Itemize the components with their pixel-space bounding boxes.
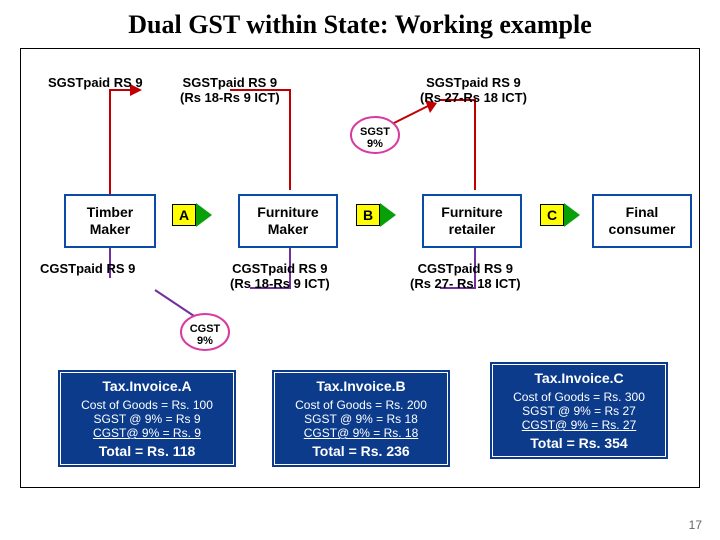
invoice-c-cgst: CGST@ 9% = Rs. 27	[500, 418, 658, 432]
page-title: Dual GST within State: Working example	[0, 0, 720, 40]
tax-invoice-a: Tax.Invoice.A Cost of Goods = Rs. 100 SG…	[58, 370, 236, 467]
sgst-paid-right: SGSTpaid RS 9 (Rs 27-Rs 18 ICT)	[420, 76, 527, 106]
invoice-a-title: Tax.Invoice.A	[68, 378, 226, 394]
node-furniture-retailer: Furniture retailer	[422, 194, 522, 248]
invoice-c-total: Total = Rs. 354	[500, 435, 658, 451]
tax-invoice-b: Tax.Invoice.B Cost of Goods = Rs. 200 SG…	[272, 370, 450, 467]
invoice-c-sgst: SGST @ 9% = Rs 27	[500, 404, 658, 418]
node-furniture-maker: Furniture Maker	[238, 194, 338, 248]
invoice-b-sgst: SGST @ 9% = Rs 18	[282, 412, 440, 426]
cgst-paid-right: CGSTpaid RS 9 (Rs 27- Rs 18 ICT)	[410, 262, 521, 292]
arrow-b-icon	[380, 203, 396, 227]
invoice-c-title: Tax.Invoice.C	[500, 370, 658, 386]
arrow-c-icon	[564, 203, 580, 227]
node-timber-maker: Timber Maker	[64, 194, 156, 248]
cgst-bubble: CGST 9%	[183, 323, 227, 347]
arrow-label-c: C	[540, 204, 564, 226]
cgst-paid-left: CGSTpaid RS 9	[40, 262, 135, 277]
invoice-c-cost: Cost of Goods = Rs. 300	[500, 390, 658, 404]
invoice-b-cgst: CGST@ 9% = Rs. 18	[282, 426, 440, 440]
arrow-a-icon	[196, 203, 212, 227]
node-final-consumer: Final consumer	[592, 194, 692, 248]
invoice-a-total: Total = Rs. 118	[68, 443, 226, 459]
invoice-a-cost: Cost of Goods = Rs. 100	[68, 398, 226, 412]
invoice-b-total: Total = Rs. 236	[282, 443, 440, 459]
arrow-label-a: A	[172, 204, 196, 226]
arrow-label-b: B	[356, 204, 380, 226]
invoice-b-title: Tax.Invoice.B	[282, 378, 440, 394]
invoice-b-cost: Cost of Goods = Rs. 200	[282, 398, 440, 412]
sgst-paid-mid: SGSTpaid RS 9 (Rs 18-Rs 9 ICT)	[180, 76, 280, 106]
invoice-a-cgst: CGST@ 9% = Rs. 9	[68, 426, 226, 440]
sgst-bubble: SGST 9%	[353, 126, 397, 150]
sgst-paid-left: SGSTpaid RS 9	[48, 76, 143, 91]
invoice-a-sgst: SGST @ 9% = Rs 9	[68, 412, 226, 426]
page-number: 17	[689, 518, 702, 532]
tax-invoice-c: Tax.Invoice.C Cost of Goods = Rs. 300 SG…	[490, 362, 668, 459]
cgst-paid-mid: CGSTpaid RS 9 (Rs 18-Rs 9 ICT)	[230, 262, 330, 292]
